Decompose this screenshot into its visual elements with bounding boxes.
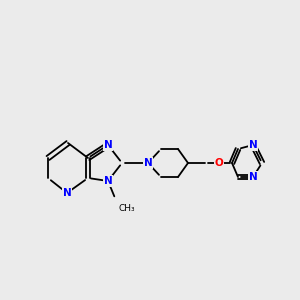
Text: N: N — [144, 158, 152, 168]
Text: N: N — [103, 176, 112, 186]
Text: N: N — [249, 140, 257, 150]
Text: CH₃: CH₃ — [118, 204, 135, 213]
Text: N: N — [103, 140, 112, 150]
Text: O: O — [214, 158, 224, 168]
Text: N: N — [63, 188, 71, 198]
Text: N: N — [249, 172, 257, 182]
